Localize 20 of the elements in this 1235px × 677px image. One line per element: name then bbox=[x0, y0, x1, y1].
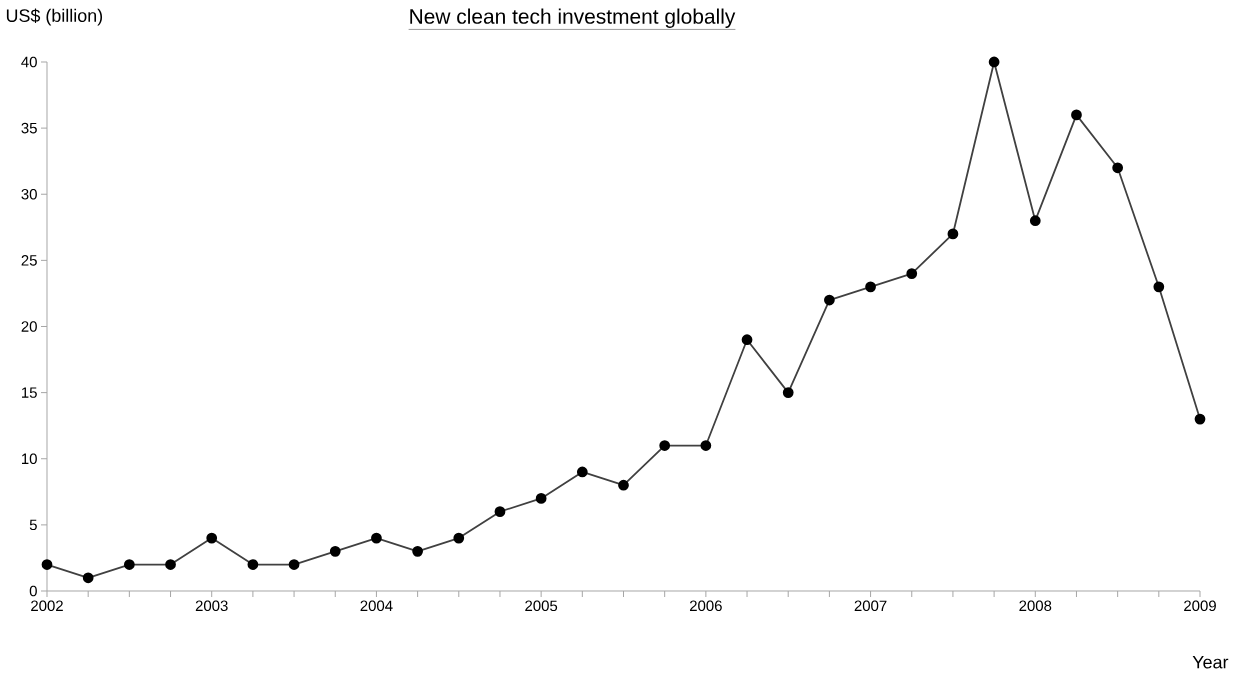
y-tick-label: 25 bbox=[21, 255, 37, 266]
y-tick-label: 10 bbox=[22, 453, 37, 465]
y-tick-label: 15 bbox=[22, 387, 37, 398]
x-tick-label: 2007 bbox=[854, 600, 887, 612]
x-tick-label: 2004 bbox=[360, 600, 393, 612]
chart-title: New clean tech investment globally bbox=[410, 8, 736, 29]
x-tick-label: 2002 bbox=[31, 600, 63, 612]
y-tick-label: 30 bbox=[21, 188, 37, 200]
x-tick-label: 2003 bbox=[195, 600, 228, 612]
y-tick-label: 35 bbox=[21, 122, 37, 134]
x-tick-label: 2008 bbox=[1019, 600, 1052, 612]
x-tick-label: 2006 bbox=[689, 600, 722, 612]
x-tick-label: 2005 bbox=[525, 600, 558, 612]
y-tick-label: 40 bbox=[21, 56, 37, 68]
y-tick-label: 5 bbox=[29, 519, 37, 531]
y-tick-label: 20 bbox=[21, 321, 37, 332]
y-axis-title: US$ (billion) bbox=[6, 8, 103, 26]
x-tick-label: 2009 bbox=[1184, 600, 1216, 612]
y-tick-label: 0 bbox=[29, 585, 37, 597]
x-axis-title: Year bbox=[1192, 655, 1229, 669]
